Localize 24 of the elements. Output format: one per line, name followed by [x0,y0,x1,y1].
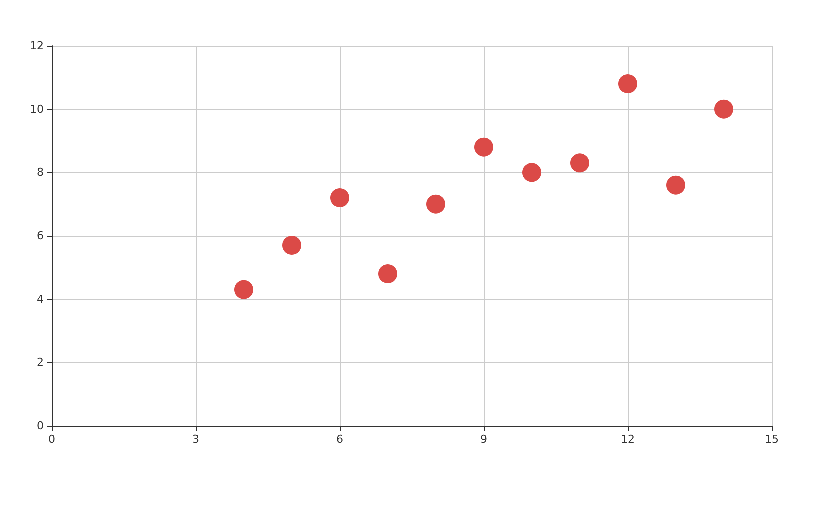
y-tick-label: 10 [30,102,44,116]
x-tick-label: 15 [765,433,779,446]
y-tick-label: 6 [37,230,44,242]
point [282,236,302,255]
point [570,154,590,173]
x-tick-label: 9 [480,433,488,446]
y-tick-label: 8 [37,166,44,180]
point [714,100,734,119]
x-tick-label: 12 [621,433,635,446]
point [618,74,638,94]
x-tick-label: 6 [336,433,344,446]
y-tick-label: 4 [37,292,44,306]
point [378,264,398,284]
point [234,280,254,300]
y-tick-label: 2 [37,356,44,370]
point [522,163,542,182]
y-tick-label: 0 [37,420,44,432]
point [474,138,494,157]
point [426,194,446,214]
point [666,176,686,195]
x-tick-label: 3 [192,433,200,446]
point [330,188,350,208]
y-tick-label: 12 [30,40,44,52]
x-tick-label: 0 [48,433,56,446]
